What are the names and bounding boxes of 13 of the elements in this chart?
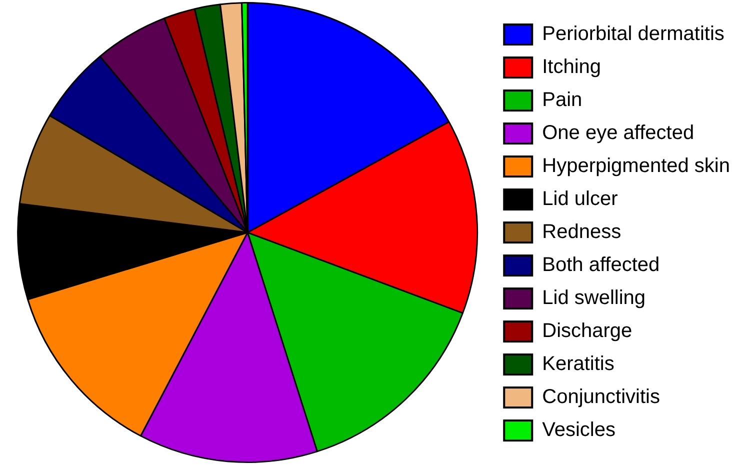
legend-label: Both affected — [542, 254, 660, 276]
legend-label: Hyperpigmented skin — [542, 155, 730, 178]
legend-label: Lid ulcer — [542, 188, 618, 210]
legend-label: Conjunctivitis — [542, 386, 660, 408]
legend-label: Redness — [542, 221, 622, 244]
legend-label: Vesicles — [542, 419, 616, 442]
legend-label: Lid swelling — [542, 287, 646, 310]
legend-label: One eye affected — [542, 122, 694, 144]
legend-label: Discharge — [542, 320, 632, 342]
legend-label: Pain — [542, 89, 582, 112]
legend-label: Keratitis — [542, 353, 614, 376]
legend-label: Periorbital dermatitis — [542, 23, 724, 46]
legend-label: Itching — [542, 56, 602, 78]
